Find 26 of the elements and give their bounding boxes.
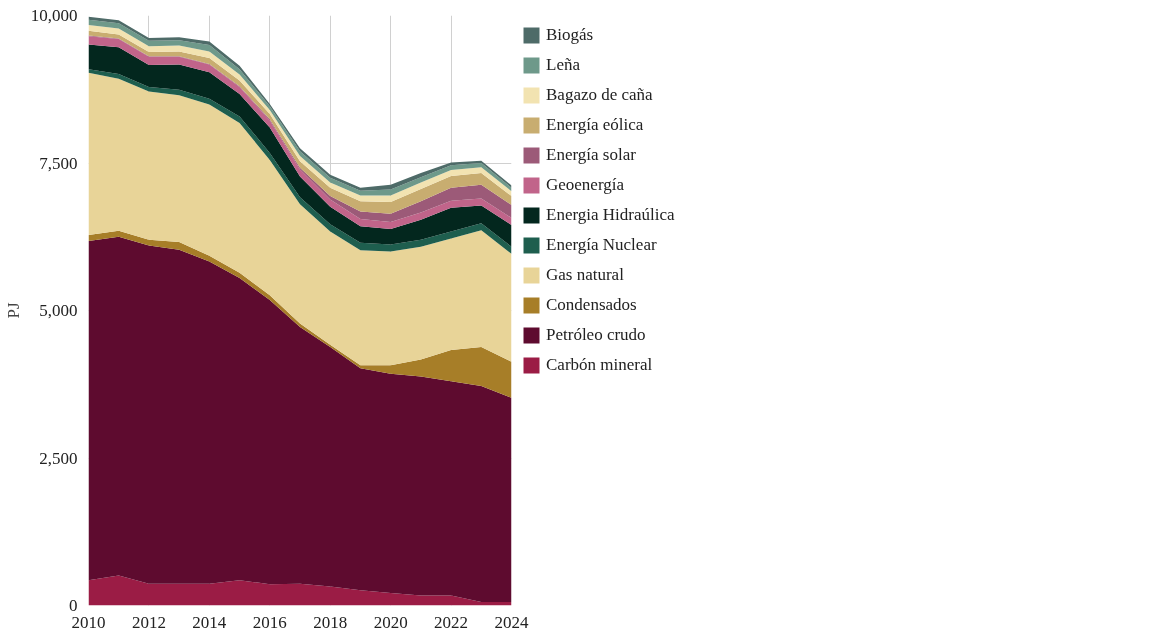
y-tick-label: 2,500 — [39, 448, 78, 468]
legend-label: Energía solar — [546, 145, 636, 165]
x-tick-label: 2020 — [373, 612, 408, 632]
legend-label: Leña — [546, 55, 580, 75]
y-tick-label: 0 — [69, 596, 78, 615]
legend-label: Biogás — [546, 25, 594, 45]
y-tick-label: 7,500 — [39, 153, 78, 173]
y-tick-label: 5,000 — [39, 301, 78, 320]
x-tick-label: 2010 — [71, 612, 106, 632]
legend-label: Geoenergía — [546, 175, 625, 195]
legend-label: Petróleo crudo — [546, 325, 646, 345]
x-tick-label: 2024 — [494, 612, 529, 632]
legend-label: Energía Nuclear — [546, 235, 657, 255]
x-tick-label: 2016 — [252, 612, 287, 632]
legend-label: Gas natural — [546, 265, 624, 285]
x-tick-label: 2014 — [192, 612, 227, 632]
y-tick-label: 10,000 — [30, 6, 78, 25]
legend-label: Energia Hidraúlica — [546, 205, 675, 225]
legend-label: Condensados — [546, 295, 637, 315]
x-tick-label: 2018 — [313, 612, 348, 632]
legend-label: Carbón mineral — [546, 355, 653, 375]
legend-label: Bagazo de caña — [546, 85, 653, 105]
x-tick-label: 2022 — [434, 612, 469, 632]
legend-label: Energía eólica — [546, 115, 644, 135]
x-tick-label: 2012 — [131, 612, 166, 632]
y-axis-title: PJ — [3, 302, 23, 319]
